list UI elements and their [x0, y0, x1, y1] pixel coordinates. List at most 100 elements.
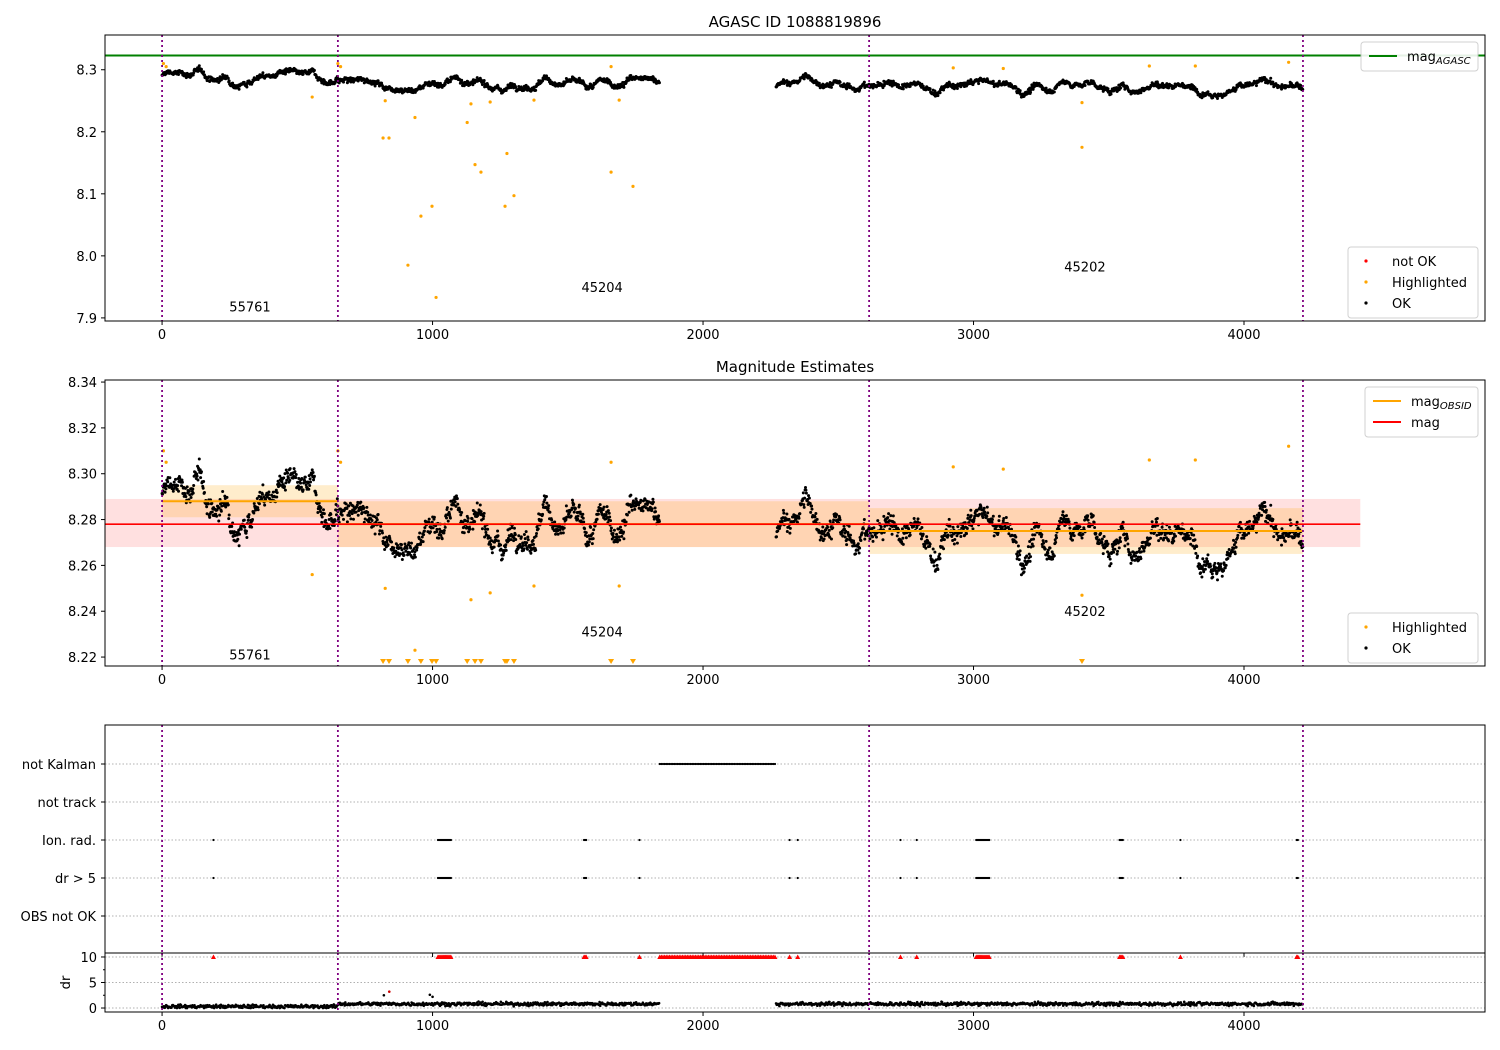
ok-point: [358, 505, 362, 509]
ok-point: [375, 518, 379, 522]
ok-point: [916, 517, 920, 521]
ok-point: [1017, 558, 1021, 562]
ok-point: [1016, 544, 1020, 548]
ok-point: [586, 543, 590, 547]
legend-top: [1360, 41, 1479, 72]
ok-point: [630, 508, 634, 512]
ok-point: [294, 472, 298, 476]
ok-point: [953, 538, 957, 542]
ok-point: [627, 510, 631, 514]
ok-point: [1130, 558, 1134, 562]
ok-point: [437, 536, 441, 540]
ok-point: [1126, 542, 1130, 546]
ok-point: [1201, 557, 1205, 561]
ok-point: [895, 534, 899, 538]
ok-point: [838, 518, 842, 522]
ok-point: [831, 526, 835, 530]
ok-point: [861, 527, 865, 531]
ok-point: [1232, 538, 1236, 542]
ok-point: [629, 74, 633, 78]
ok-point: [486, 534, 490, 538]
ok-point: [345, 520, 349, 524]
ok-point: [1154, 520, 1158, 524]
ok-point: [933, 550, 937, 554]
ok-point: [455, 497, 459, 501]
ok-point: [1014, 535, 1018, 539]
ok-point: [471, 527, 475, 531]
ok-point: [969, 508, 973, 512]
ok-point: [1206, 559, 1210, 563]
ok-point: [657, 520, 661, 524]
ok-point: [991, 79, 995, 83]
ok-point: [1268, 514, 1272, 518]
ok-point: [925, 535, 929, 539]
highlighted-offscale-marker: [380, 659, 387, 664]
ok-point: [482, 514, 486, 518]
legend-label: mag: [1411, 416, 1440, 431]
flag-point: [744, 762, 747, 766]
ok-point: [955, 87, 959, 91]
ok-point: [288, 467, 292, 471]
highlighted-offscale-marker: [417, 659, 424, 664]
ok-point: [524, 530, 528, 534]
ok-point: [448, 80, 452, 84]
highlighted-offscale-marker: [404, 659, 411, 664]
ok-point: [522, 533, 526, 537]
ok-point: [1041, 539, 1045, 543]
ok-point: [1100, 541, 1104, 545]
ok-point: [539, 518, 543, 522]
highlighted-point: [1001, 467, 1005, 471]
ok-point: [609, 529, 613, 533]
ok-point: [606, 509, 610, 513]
ok-point: [166, 480, 170, 484]
ok-point: [467, 530, 471, 534]
ok-point: [368, 513, 372, 517]
ok-point: [316, 511, 320, 515]
ok-point: [847, 524, 851, 528]
ok-point: [617, 535, 621, 539]
ok-point: [419, 543, 423, 547]
ok-point: [605, 505, 609, 509]
ok-point: [1119, 86, 1123, 90]
highlighted-point: [488, 591, 492, 595]
ok-point: [1028, 559, 1032, 563]
flag-point: [746, 762, 749, 766]
ok-point: [573, 506, 577, 510]
ok-point: [615, 537, 619, 541]
ok-point: [1078, 525, 1082, 529]
ok-point: [400, 543, 404, 547]
ok-point: [349, 517, 353, 521]
ok-point: [650, 507, 654, 511]
flag-point: [684, 762, 687, 766]
ok-point: [577, 503, 581, 507]
ok-point: [955, 541, 959, 545]
ok-point: [881, 538, 885, 542]
flag-point: [695, 762, 699, 766]
ok-point: [1236, 533, 1240, 537]
ok-point: [1110, 542, 1114, 546]
obsid-label: 55761: [229, 648, 270, 663]
ok-point: [1223, 566, 1227, 570]
ok-point: [1046, 548, 1050, 552]
ok-point: [288, 478, 292, 482]
ok-point: [431, 526, 435, 530]
ok-point: [282, 476, 286, 480]
ok-point: [890, 525, 894, 529]
flag-point: [704, 762, 707, 766]
ok-point: [180, 484, 184, 488]
ok-point: [205, 512, 209, 516]
ok-point: [502, 551, 506, 555]
flag-point: [705, 762, 708, 766]
ok-point: [591, 531, 595, 535]
ok-point: [299, 481, 303, 485]
flag-point: [759, 762, 762, 766]
ok-point: [822, 537, 826, 541]
ok-point: [956, 525, 960, 529]
ok-point: [199, 470, 203, 474]
ok-point: [1167, 525, 1171, 529]
ok-point: [376, 513, 380, 517]
ok-point: [959, 534, 963, 538]
ok-point: [1032, 537, 1036, 541]
ok-point: [267, 490, 271, 494]
flag-point: [721, 762, 725, 766]
